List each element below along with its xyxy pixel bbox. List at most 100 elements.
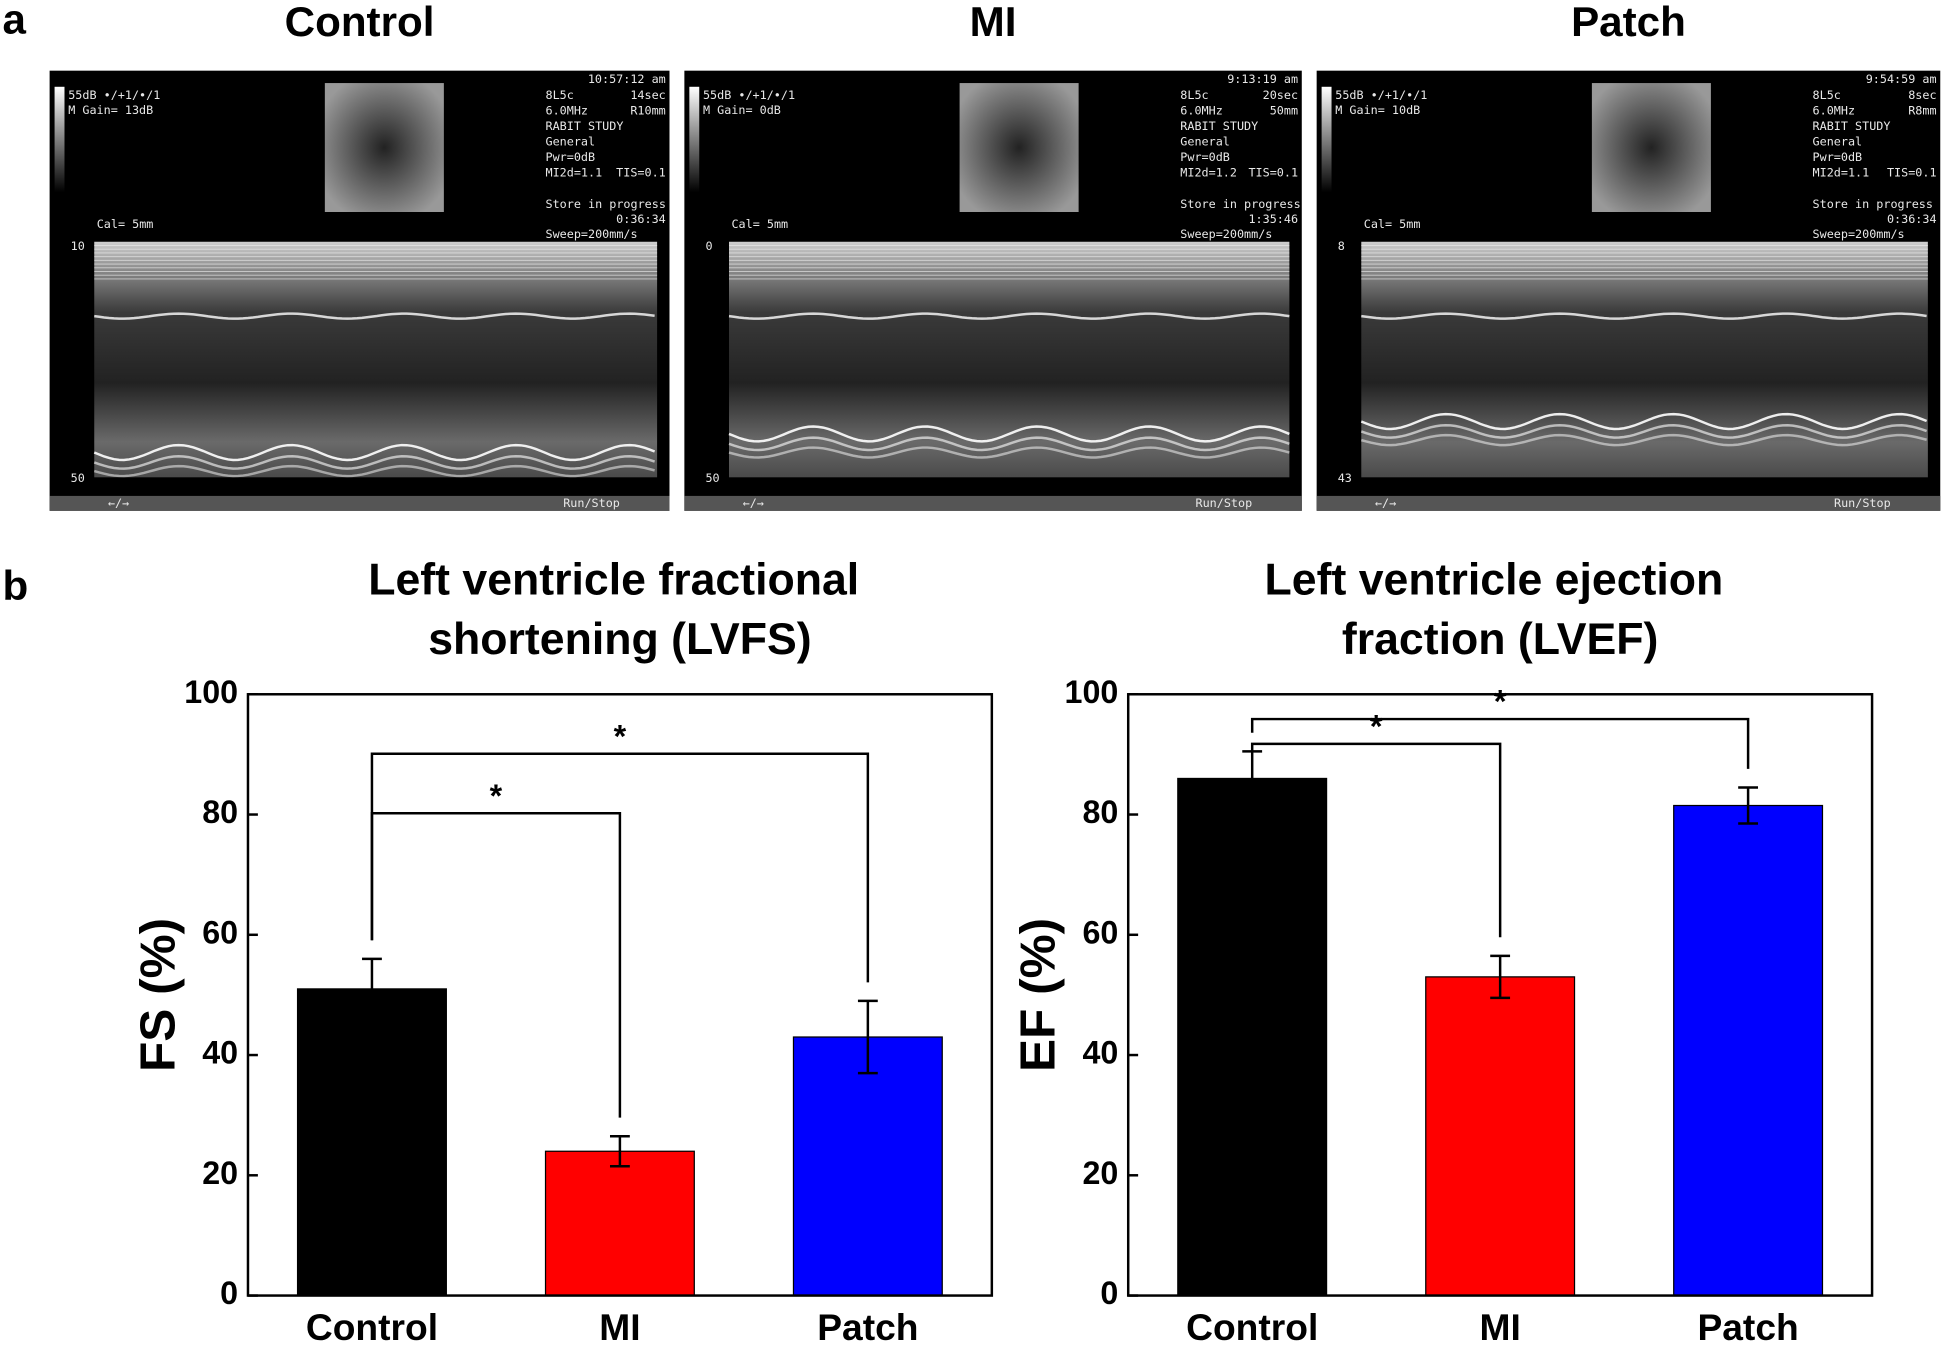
setting: General	[1813, 134, 1863, 148]
echo-wave	[93, 443, 656, 462]
x-tick-label: Control	[1186, 1306, 1318, 1348]
footer-bar	[49, 495, 670, 511]
setting: RABIT STUDY	[1813, 119, 1891, 133]
setting: 6.0MHz	[1813, 103, 1856, 117]
setting: 50mm	[1270, 103, 1298, 117]
panel-title: Patch	[1571, 0, 1686, 45]
thumbnail	[1591, 83, 1711, 213]
depth-top: 0	[705, 239, 712, 253]
store-status: Store in progress	[1180, 197, 1300, 211]
store-status: Store in progress	[546, 197, 666, 211]
setting: 14sec	[630, 88, 665, 102]
setting: RABIT STUDY	[546, 119, 624, 133]
echo-wave	[1360, 412, 1928, 431]
y-tick-label: 0	[220, 1275, 238, 1311]
significance-bracket	[1250, 742, 1502, 938]
grayscale-bar	[54, 86, 65, 193]
setting: 20sec	[1263, 88, 1298, 102]
y-tick-label: 80	[1082, 794, 1118, 830]
setting: TIS=0.1	[1887, 165, 1937, 179]
plot-frame	[1126, 693, 1874, 1297]
y-tick-label: 20	[202, 1155, 238, 1191]
setting: Pwr=0dB	[546, 150, 596, 164]
footer-right: Run/Stop	[1196, 496, 1253, 510]
setting: R8mm	[1908, 103, 1936, 117]
time: 9:13:19 am	[1227, 72, 1298, 86]
x-tick-label: Patch	[817, 1306, 918, 1348]
echo-wave	[1361, 312, 1927, 320]
y-tick-label: 60	[202, 914, 238, 950]
time: 10:57:12 am	[588, 72, 666, 86]
bar	[1673, 804, 1824, 1297]
panel-label: a	[3, 0, 27, 42]
ultrasound-screen: 55dB •/+1/•/1M Gain= 0dB 9:13:19 am 8L5c 20…	[684, 70, 1302, 511]
depth-top: 10	[71, 239, 85, 253]
y-tick-label: 80	[202, 794, 238, 830]
setting: Pwr=0dB	[1180, 150, 1230, 164]
setting: General	[1180, 134, 1230, 148]
setting: TIS=0.1	[616, 165, 666, 179]
calibration: Cal= 5mm	[1364, 217, 1421, 231]
setting: MI2d=1.1	[546, 165, 603, 179]
y-tick-label: 40	[202, 1035, 238, 1071]
significance-label: *	[614, 718, 627, 754]
footer-bar	[1316, 495, 1941, 511]
time: 9:54:59 am	[1866, 72, 1937, 86]
setting: TIS=0.1	[1248, 165, 1298, 179]
error-bar	[362, 957, 382, 1021]
plot-frame	[246, 693, 994, 1297]
y-axis-label: FS (%)	[129, 918, 185, 1072]
setting: 8L5c	[1180, 88, 1208, 102]
footer-left: ←/→	[108, 496, 129, 510]
store-status: Store in progress	[1813, 197, 1933, 211]
m-gain: M Gain= 10dB	[1335, 103, 1420, 117]
gain: 55dB •/+1/•/1	[1335, 88, 1427, 102]
setting: General	[546, 134, 596, 148]
echo-wave	[94, 312, 655, 320]
setting: 8L5c	[1813, 88, 1841, 102]
echo-wave	[728, 436, 1290, 452]
echo-wave	[1360, 433, 1927, 447]
echo-wave	[728, 425, 1290, 443]
setting: 6.0MHz	[546, 103, 589, 117]
depth-bottom: 43	[1338, 471, 1352, 485]
gain: 55dB •/+1/•/1	[68, 88, 160, 102]
footer-bar	[684, 495, 1302, 511]
thumbnail	[324, 83, 444, 213]
significance-bracket	[370, 752, 870, 983]
error-bar	[1738, 786, 1759, 825]
m-mode	[94, 241, 658, 478]
error-bar	[1490, 954, 1511, 1000]
ultrasound-screen: 55dB •/+1/•/1M Gain= 10dB 9:54:59 am 8L5c 8…	[1316, 70, 1941, 511]
ultrasound-screen: 55dB •/+1/•/1M Gain= 13dB 10:57:12 am 8L5c…	[49, 70, 670, 511]
panel-title: Control	[285, 0, 435, 45]
y-axis-label: EF (%)	[1010, 918, 1066, 1072]
echo-wave	[728, 312, 1290, 320]
setting: Pwr=0dB	[1813, 150, 1863, 164]
footer-right: Run/Stop	[1834, 496, 1891, 510]
bar	[1177, 777, 1328, 1297]
echo-wave	[93, 464, 655, 478]
error-bar	[1242, 750, 1263, 807]
setting: MI2d=1.1	[1813, 165, 1870, 179]
significance-label: *	[1494, 684, 1507, 720]
bar	[296, 988, 447, 1297]
x-tick-label: Patch	[1697, 1306, 1798, 1348]
error-bar	[609, 1134, 630, 1168]
sweep: Sweep=200mm/s	[546, 227, 638, 241]
setting: 8sec	[1908, 88, 1936, 102]
footer-right: Run/Stop	[563, 496, 620, 510]
y-tick-label: 20	[1082, 1155, 1118, 1191]
grayscale-bar	[1321, 86, 1332, 193]
panel-title: MI	[970, 0, 1017, 45]
m-gain: M Gain= 13dB	[68, 103, 153, 117]
x-tick-label: MI	[599, 1306, 640, 1348]
significance-label: *	[1370, 708, 1383, 744]
sweep: Sweep=200mm/s	[1180, 227, 1272, 241]
footer-left: ←/→	[1375, 496, 1396, 510]
calibration: Cal= 5mm	[731, 217, 788, 231]
y-tick-label: 0	[1100, 1275, 1118, 1311]
depth-top: 8	[1338, 239, 1345, 253]
echo-wave	[93, 454, 656, 470]
